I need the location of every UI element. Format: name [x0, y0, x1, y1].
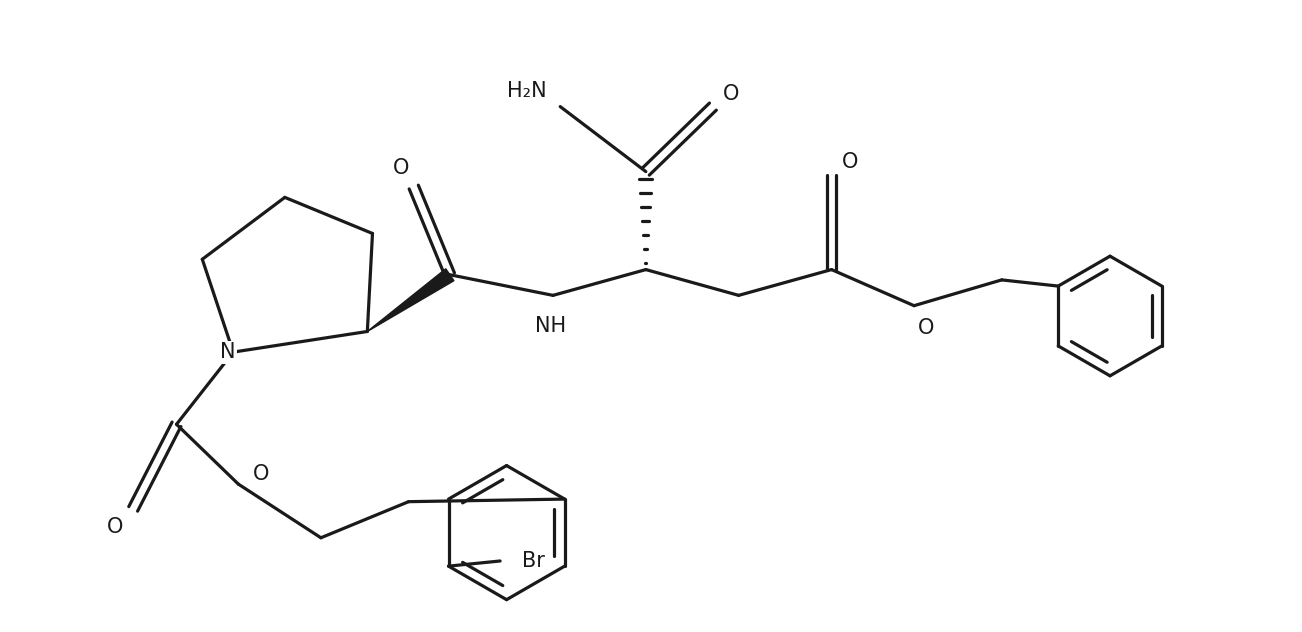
Text: NH: NH [535, 316, 566, 336]
Text: H₂N: H₂N [508, 81, 547, 101]
Text: N: N [220, 342, 236, 362]
Text: O: O [253, 464, 270, 484]
Text: O: O [842, 152, 858, 173]
Text: O: O [393, 159, 410, 178]
Text: O: O [918, 319, 935, 338]
Text: Br: Br [522, 551, 544, 571]
Text: O: O [107, 518, 122, 537]
Polygon shape [367, 269, 454, 331]
Text: O: O [724, 84, 740, 104]
